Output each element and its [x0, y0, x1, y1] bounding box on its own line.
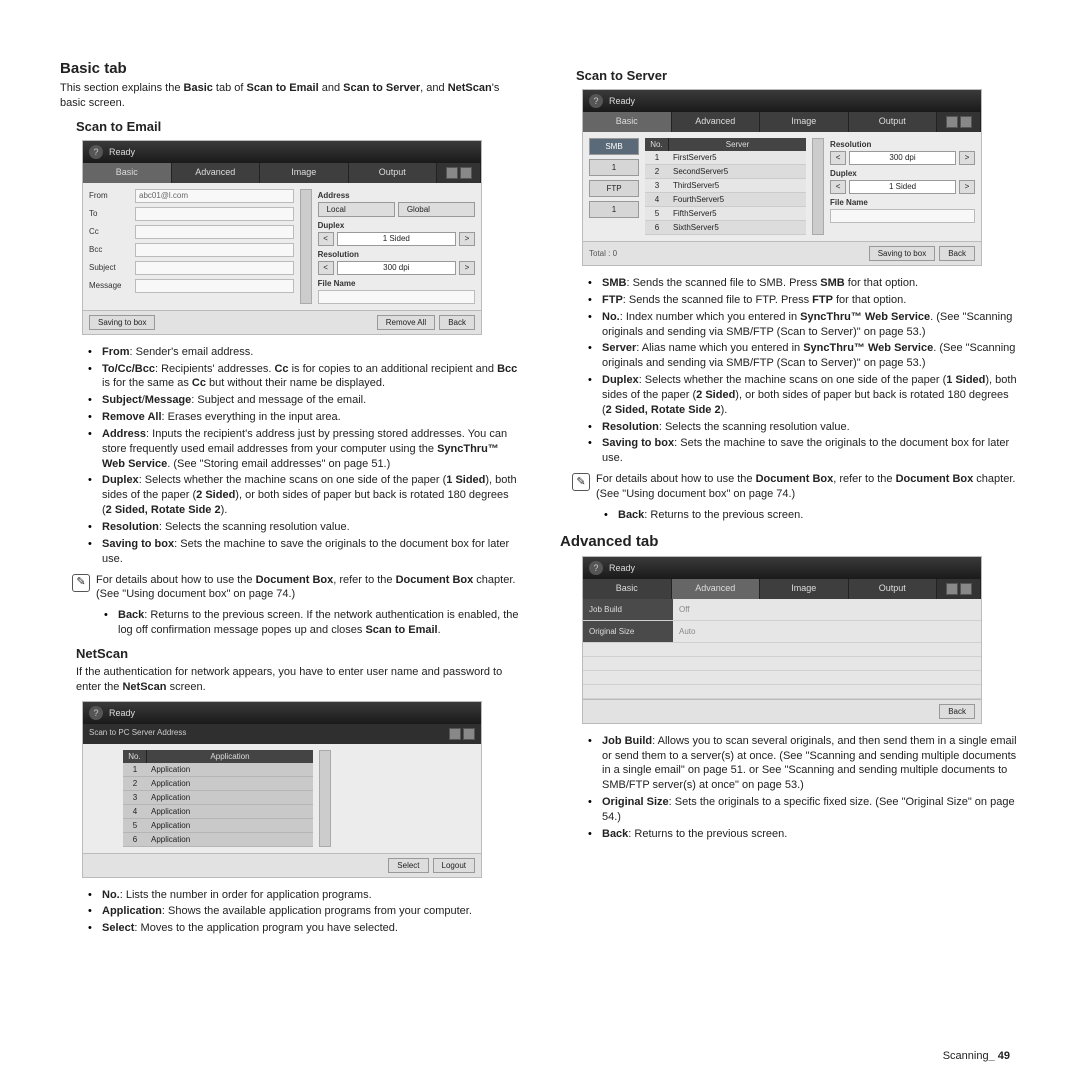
- list-item: No.: Lists the number in order for appli…: [88, 888, 520, 903]
- page-footer: Scanning_ 49: [943, 1050, 1010, 1062]
- scan-to-email-mock: ?Ready Basic Advanced Image Output Froma…: [82, 140, 482, 335]
- list-item: Subject/Message: Subject and message of …: [88, 393, 520, 408]
- list-item: From: Sender's email address.: [88, 345, 520, 360]
- list-item: Resolution: Selects the scanning resolut…: [88, 520, 520, 535]
- list-item: No.: Index number which you entered in S…: [588, 310, 1020, 340]
- list-item: Application: Shows the available applica…: [88, 904, 520, 919]
- advanced-mock: ?Ready Basic Advanced Image Output Job B…: [582, 556, 982, 724]
- list-item: FTP: Sends the scanned file to FTP. Pres…: [588, 293, 1020, 308]
- list-item: Duplex: Selects whether the machine scan…: [588, 373, 1020, 418]
- help-icon: ?: [89, 145, 103, 159]
- list-item: Select: Moves to the application program…: [88, 921, 520, 936]
- note-docbox-server: ✎ For details about how to use the Docum…: [572, 472, 1020, 502]
- scan-to-server-back: Back: Returns to the previous screen.: [604, 508, 1020, 523]
- advanced-tab-heading: Advanced tab: [560, 533, 1020, 550]
- scan-to-server-heading: Scan to Server: [576, 68, 1020, 83]
- netscan-bullets: No.: Lists the number in order for appli…: [88, 888, 520, 937]
- list-item: Original Size: Sets the originals to a s…: [588, 795, 1020, 825]
- scan-to-email-bullets: From: Sender's email address. To/Cc/Bcc: …: [88, 345, 520, 567]
- list-item: Job Build: Allows you to scan several or…: [588, 734, 1020, 793]
- basic-tab-intro: This section explains the Basic tab of S…: [60, 81, 520, 111]
- scan-to-email-heading: Scan to Email: [76, 119, 520, 134]
- list-item: Saving to box: Sets the machine to save …: [88, 537, 520, 567]
- list-item: Resolution: Selects the scanning resolut…: [588, 420, 1020, 435]
- netscan-mock: ?Ready Scan to PC Server Address No.Appl…: [82, 701, 482, 878]
- note-docbox-email: ✎ For details about how to use the Docum…: [72, 573, 520, 603]
- note-icon: ✎: [72, 574, 90, 592]
- list-item: To/Cc/Bcc: Recipients' addresses. Cc is …: [88, 362, 520, 392]
- basic-tab-heading: Basic tab: [60, 60, 520, 77]
- list-item: Address: Inputs the recipient's address …: [88, 427, 520, 472]
- list-item: Duplex: Selects whether the machine scan…: [88, 473, 520, 518]
- list-item: Server: Alias name which you entered in …: [588, 341, 1020, 371]
- list-item: Back: Returns to the previous screen.: [588, 827, 1020, 842]
- mock-tabs: Basic Advanced Image Output: [83, 163, 481, 183]
- note-icon: ✎: [572, 473, 590, 491]
- netscan-heading: NetScan: [76, 646, 520, 661]
- scan-to-server-mock: ?Ready Basic Advanced Image Output SMB 1…: [582, 89, 982, 266]
- list-item: Saving to box: Sets the machine to save …: [588, 436, 1020, 466]
- scan-to-server-bullets: SMB: Sends the scanned file to SMB. Pres…: [588, 276, 1020, 466]
- netscan-intro: If the authentication for network appear…: [76, 665, 520, 695]
- advanced-bullets: Job Build: Allows you to scan several or…: [588, 734, 1020, 842]
- scan-to-email-back: Back: Returns to the previous screen. If…: [104, 608, 520, 638]
- list-item: SMB: Sends the scanned file to SMB. Pres…: [588, 276, 1020, 291]
- list-item: Remove All: Erases everything in the inp…: [88, 410, 520, 425]
